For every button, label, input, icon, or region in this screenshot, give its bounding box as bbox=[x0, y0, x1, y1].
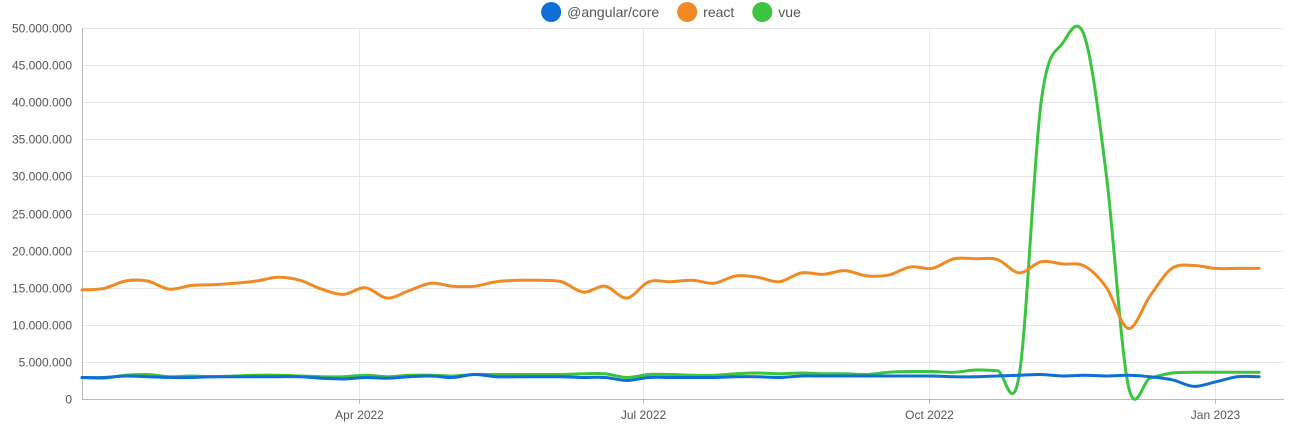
x-tick-label: Oct 2022 bbox=[905, 408, 954, 422]
legend-label: @angular/core bbox=[567, 4, 659, 20]
series-lines bbox=[80, 24, 1261, 401]
legend-item-vue[interactable]: vue bbox=[752, 2, 801, 22]
gridlines bbox=[82, 28, 1284, 400]
legend-label: react bbox=[703, 4, 734, 20]
x-tick-label: Jan 2023 bbox=[1191, 408, 1241, 422]
series-line-react bbox=[80, 256, 1261, 331]
legend-swatch bbox=[541, 2, 562, 22]
series-line-vue bbox=[80, 24, 1261, 401]
y-tick-label: 50.000.000 bbox=[12, 22, 72, 36]
legend-swatch bbox=[752, 2, 773, 22]
x-axis: Apr 2022 Jul 2022 Oct 2022 Jan 2023 bbox=[82, 399, 1284, 422]
y-tick-label: 5.000.000 bbox=[19, 356, 73, 370]
y-tick-label: 40.000.000 bbox=[12, 96, 72, 110]
x-tick-label: Apr 2022 bbox=[335, 408, 384, 422]
y-tick-label: 35.000.000 bbox=[12, 133, 72, 147]
y-tick-label: 0 bbox=[65, 393, 72, 407]
x-tick-label: Jul 2022 bbox=[621, 408, 667, 422]
series-line-angular-core bbox=[80, 372, 1261, 388]
legend-item-angular-core[interactable]: @angular/core bbox=[541, 2, 659, 22]
legend: @angular/core react vue bbox=[541, 2, 801, 22]
y-tick-label: 20.000.000 bbox=[12, 245, 72, 259]
y-tick-label: 15.000.000 bbox=[12, 282, 72, 296]
y-tick-label: 30.000.000 bbox=[12, 170, 72, 184]
legend-swatch bbox=[677, 2, 698, 22]
legend-label: vue bbox=[778, 4, 801, 20]
legend-item-react[interactable]: react bbox=[677, 2, 734, 22]
y-tick-label: 10.000.000 bbox=[12, 319, 72, 333]
y-axis: 0 5.000.000 10.000.000 15.000.000 20.000.000… bbox=[12, 22, 83, 407]
y-tick-label: 45.000.000 bbox=[12, 59, 72, 73]
y-tick-label: 25.000.000 bbox=[12, 208, 72, 222]
